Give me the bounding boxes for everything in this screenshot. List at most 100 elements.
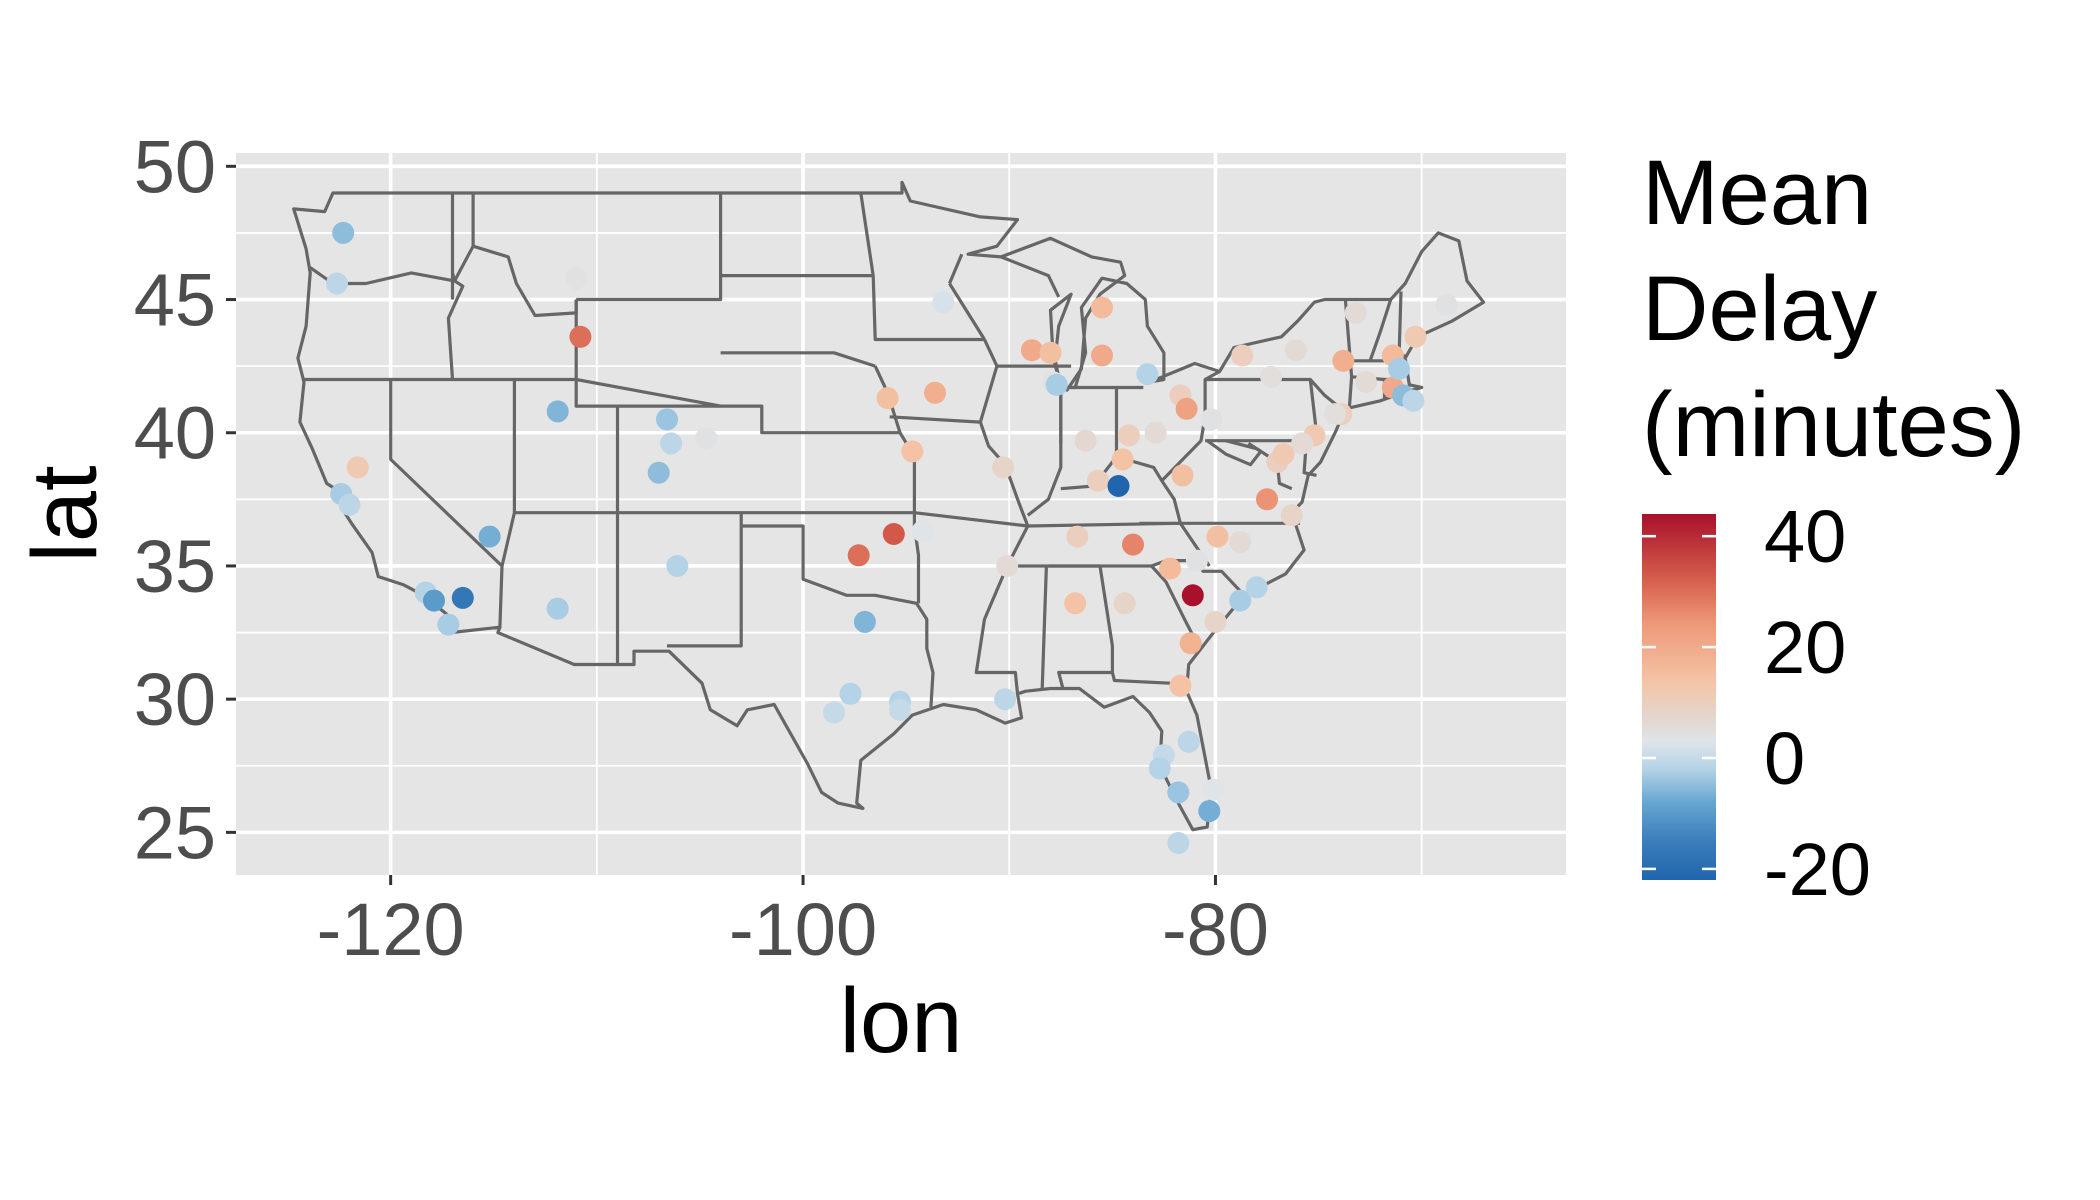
data-point [1122,533,1144,556]
data-point [1144,421,1167,444]
data-point [326,272,348,295]
state-border-47 [1368,299,1393,362]
data-point [1204,610,1227,633]
state-border-3 [452,377,900,435]
data-point [546,597,569,620]
data-point [1045,373,1068,396]
data-point [1066,525,1089,548]
data-point [1159,557,1182,580]
data-point [1148,757,1171,780]
x-tick-label: -100 [729,888,877,971]
data-point [1280,504,1303,527]
state-border-33 [1205,377,1343,411]
y-tick-label: 25 [134,791,216,874]
legend-colorbar [1642,514,1716,880]
data-point [1111,448,1134,471]
y-tick-label: 35 [134,525,216,608]
data-point [1324,403,1347,426]
y-tick-label: 45 [134,259,216,342]
data-point [1179,632,1202,655]
state-border-6 [576,193,723,302]
data-point [1332,349,1355,372]
state-border-21 [889,415,981,424]
data-point [1039,341,1062,364]
data-point [1167,781,1190,804]
data-point [1202,778,1225,801]
legend-ticks: 40 20 0 -20 [1642,495,1871,911]
data-point [1091,296,1113,319]
x-tick-label: -80 [1162,888,1269,971]
data-points [326,221,1458,854]
data-point [1136,363,1159,386]
data-point [1113,592,1136,615]
data-point [1171,464,1194,487]
state-border-12 [667,512,743,648]
data-point [1245,576,1268,599]
data-point [1404,325,1427,348]
data-point [332,221,355,244]
data-point [1175,397,1198,420]
data-point [565,267,588,290]
y-axis-title: lat [14,465,116,562]
data-point [656,408,678,431]
x-tick-label: -120 [317,888,465,971]
data-point [1435,293,1458,316]
data-point [338,493,361,516]
data-point [1260,365,1283,388]
data-point [1200,408,1223,431]
state-border-20 [974,338,1030,694]
data-point [660,432,683,455]
data-point [1229,531,1252,553]
plot-panel [236,153,1566,875]
state-border-13 [741,524,935,708]
data-point [994,688,1017,711]
data-point [889,698,911,721]
data-point [1169,674,1192,697]
data-point [666,555,689,577]
data-point [1355,371,1377,394]
data-point [847,544,870,567]
data-point [1064,592,1087,615]
state-border-31 [1160,479,1182,524]
data-point [1198,800,1221,823]
legend: Mean Delay (minutes) 40 20 0 -20 [1642,142,2025,911]
data-point [924,381,946,404]
data-point [451,586,474,609]
state-border-36 [1206,439,1263,467]
data-point [1272,443,1295,466]
legend-tick-label: 0 [1764,717,1805,800]
y-tick-label: 50 [134,125,216,208]
data-point [1107,475,1130,497]
data-point [1091,344,1113,367]
data-point [1020,339,1043,362]
data-point [853,610,876,633]
legend-title-line-1: Mean [1642,142,1872,244]
data-point [876,387,899,410]
data-point [1231,344,1254,367]
data-point [346,456,369,479]
legend-tick-label: 20 [1764,606,1846,689]
data-point [1256,488,1278,511]
data-point [1229,589,1252,612]
data-point [1185,549,1208,572]
data-point [546,400,569,423]
data-point [1086,469,1109,492]
axes: -120 -100 -80 25 30 35 40 45 50 [134,125,1269,971]
state-border-43 [1150,564,1199,644]
data-point [882,523,905,545]
y-tick-label: 40 [134,392,216,475]
data-point [1181,584,1204,607]
state-border-25 [1000,255,1061,298]
state-border-23 [948,282,986,341]
legend-tick-label: 40 [1764,495,1846,578]
x-axis-title: lon [840,970,963,1072]
data-point [437,613,460,636]
data-point [478,525,501,548]
state-border-40 [1040,565,1048,689]
data-point [1074,429,1097,452]
data-point [823,701,845,724]
state-border-1 [304,279,465,382]
data-point [1284,339,1307,362]
y-tick-label: 30 [134,658,216,741]
